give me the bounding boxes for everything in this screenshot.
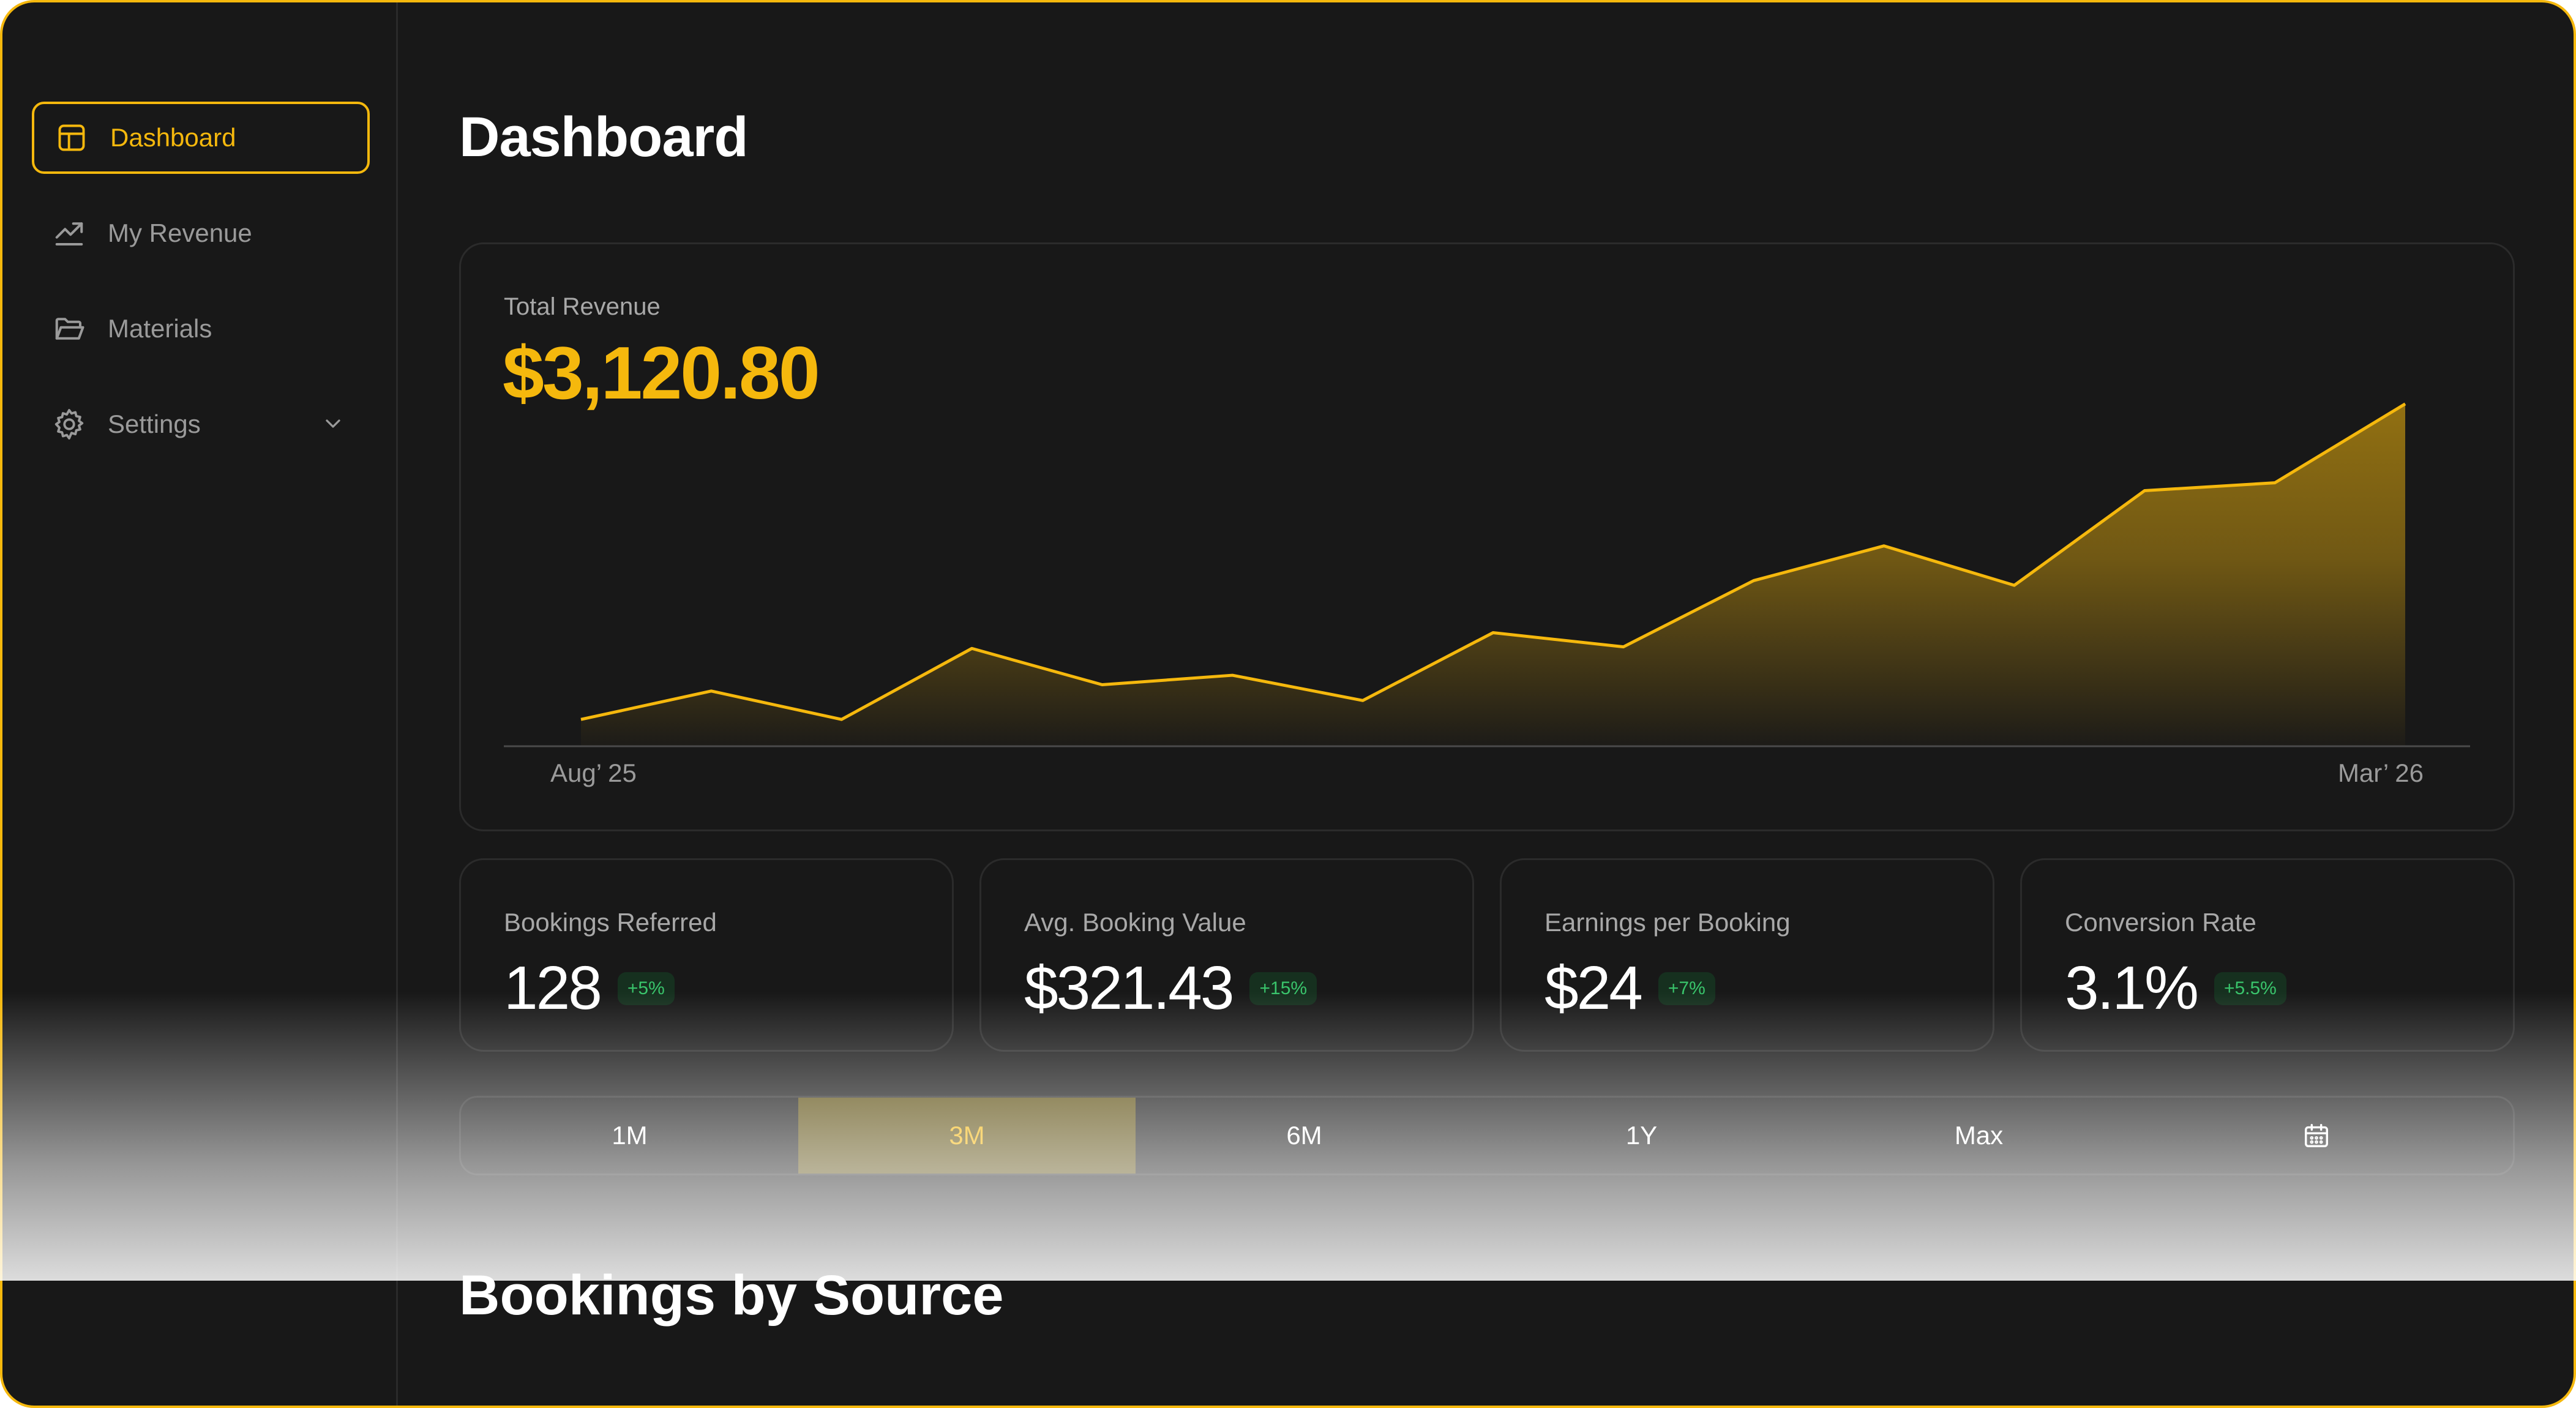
page-title: Dashboard [459, 105, 748, 170]
stat-value: $321.43 [1024, 953, 1232, 1024]
change-badge: +5.5% [2214, 972, 2286, 1005]
sidebar-item-materials[interactable]: Materials [32, 293, 370, 365]
sidebar-item-label: Dashboard [110, 123, 236, 152]
range-1y-button[interactable]: 1Y [1473, 1098, 1810, 1174]
change-badge: +15% [1249, 972, 1317, 1005]
sidebar: Dashboard My Revenue Materials [2, 2, 398, 1406]
time-range-selector: 1M 3M 6M 1Y Max [459, 1096, 2515, 1175]
sidebar-item-label: Materials [108, 314, 212, 343]
stat-card-conversion-rate: Conversion Rate 3.1% +5.5% [2020, 858, 2515, 1052]
stat-label: Conversion Rate [2065, 908, 2256, 937]
gear-icon [50, 405, 88, 443]
change-badge: +7% [1658, 972, 1715, 1005]
range-max-button[interactable]: Max [1810, 1098, 2147, 1174]
range-6m-button[interactable]: 6M [1136, 1098, 1473, 1174]
stat-label: Avg. Booking Value [1024, 908, 1246, 937]
change-badge: +5% [618, 972, 675, 1005]
folder-open-icon [50, 310, 88, 348]
sidebar-item-dashboard[interactable]: Dashboard [32, 102, 370, 174]
stat-value: 3.1% [2065, 953, 2197, 1024]
calendar-button[interactable] [2147, 1098, 2485, 1174]
sidebar-item-label: Settings [108, 410, 201, 439]
trending-up-icon [50, 214, 88, 252]
calendar-icon [2302, 1122, 2331, 1150]
revenue-chart [461, 244, 2513, 829]
revenue-area [581, 404, 2405, 746]
stat-card-avg-booking-value: Avg. Booking Value $321.43 +15% [979, 858, 1474, 1052]
chevron-down-icon[interactable] [321, 411, 345, 436]
sidebar-item-label: My Revenue [108, 219, 252, 248]
x-axis-start-label: Aug’ 25 [550, 758, 637, 788]
sidebar-item-my-revenue[interactable]: My Revenue [32, 197, 370, 269]
section-title: Bookings by Source [459, 1264, 1004, 1328]
x-axis-end-label: Mar’ 26 [2338, 758, 2424, 788]
total-revenue-card: Total Revenue $3,120.80 Aug’ 25 Mar’ 26 [459, 242, 2515, 831]
stat-label: Earnings per Booking [1544, 908, 1791, 937]
range-3m-button[interactable]: 3M [798, 1098, 1136, 1174]
stat-card-earnings-per-booking: Earnings per Booking $24 +7% [1500, 858, 1994, 1052]
sidebar-item-settings[interactable]: Settings [32, 388, 370, 460]
range-1m-button[interactable]: 1M [461, 1098, 798, 1174]
dashboard-icon [53, 119, 91, 157]
stat-card-bookings-referred: Bookings Referred 128 +5% [459, 858, 954, 1052]
stat-value: $24 [1544, 953, 1641, 1024]
stat-value: 128 [504, 953, 601, 1024]
stat-label: Bookings Referred [504, 908, 717, 937]
